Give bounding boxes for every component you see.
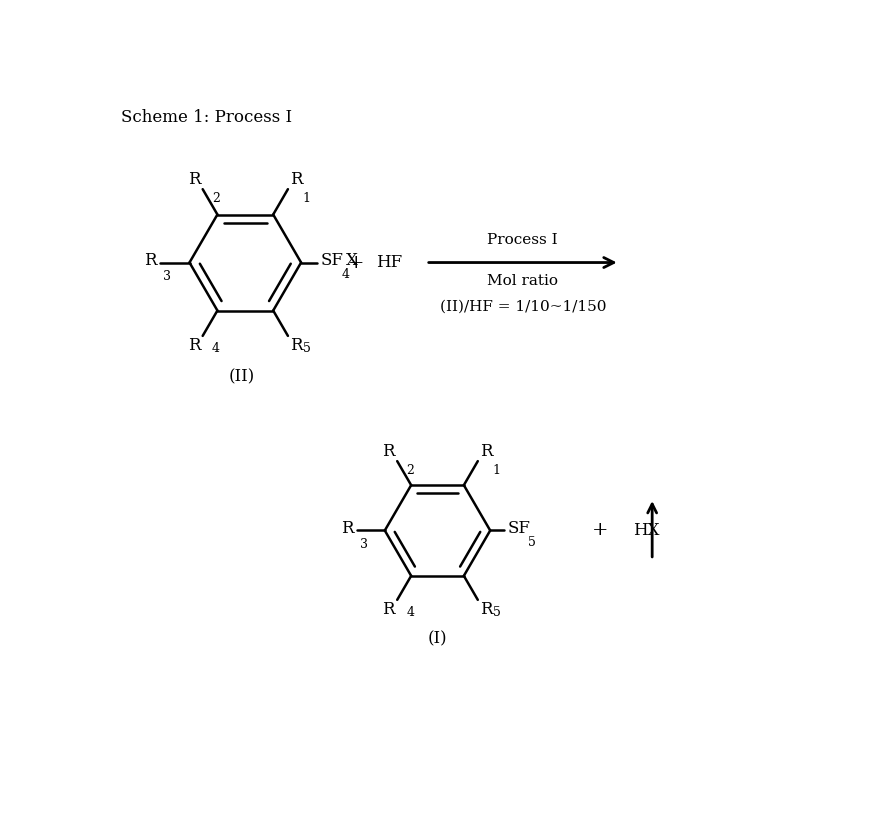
- Text: 1: 1: [303, 192, 311, 205]
- Text: R: R: [188, 337, 201, 355]
- Text: 5: 5: [303, 342, 311, 355]
- Text: (II): (II): [228, 368, 254, 385]
- Text: 5: 5: [493, 606, 500, 619]
- Text: X: X: [346, 253, 358, 269]
- Text: +: +: [592, 521, 608, 539]
- Text: (I): (I): [427, 631, 447, 648]
- Text: R: R: [290, 171, 303, 188]
- Text: Mol ratio: Mol ratio: [487, 274, 558, 288]
- Text: HF: HF: [375, 254, 401, 271]
- Text: R: R: [144, 252, 157, 268]
- Text: R: R: [290, 337, 303, 355]
- Text: 4: 4: [212, 342, 220, 355]
- Text: 3: 3: [163, 270, 171, 283]
- Text: (II)/HF = 1/10~1/150: (II)/HF = 1/10~1/150: [440, 300, 606, 314]
- Text: 5: 5: [528, 536, 536, 549]
- Text: 2: 2: [407, 464, 414, 477]
- Text: R: R: [383, 443, 395, 460]
- Text: HX: HX: [633, 522, 659, 539]
- Text: R: R: [383, 601, 395, 618]
- Text: R: R: [188, 171, 201, 188]
- Text: 3: 3: [360, 539, 368, 551]
- Text: Scheme 1: Process I: Scheme 1: Process I: [121, 108, 292, 126]
- Text: 1: 1: [493, 464, 501, 477]
- Text: R: R: [480, 443, 493, 460]
- Text: SF: SF: [321, 253, 343, 269]
- Text: +: +: [348, 254, 365, 272]
- Text: R: R: [480, 601, 493, 618]
- Text: SF: SF: [507, 521, 530, 538]
- Text: R: R: [341, 520, 354, 537]
- Text: Process I: Process I: [487, 233, 558, 247]
- Text: 4: 4: [341, 268, 349, 281]
- Text: 4: 4: [407, 606, 415, 619]
- Text: 2: 2: [212, 192, 220, 205]
